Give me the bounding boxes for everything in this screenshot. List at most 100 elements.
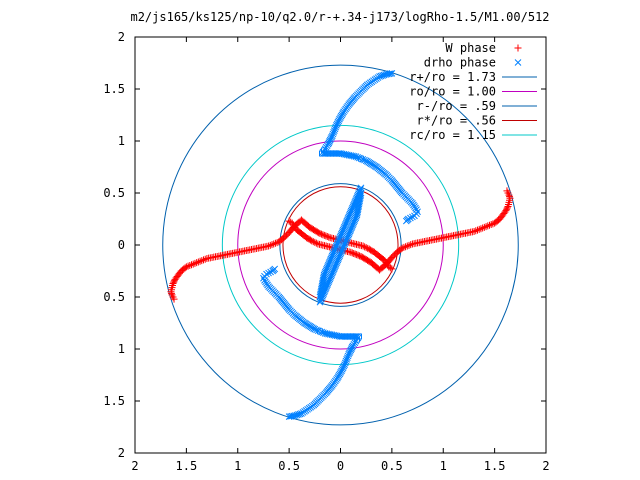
chart-title: m2/js165/ks125/np-10/q2.0/r-+.34-j173/lo… xyxy=(130,10,549,24)
y-tick-label: 2 xyxy=(118,446,125,460)
data-point xyxy=(265,269,272,277)
data-point-trail xyxy=(348,249,356,257)
data-point xyxy=(167,288,175,296)
data-point-trail xyxy=(354,251,362,259)
data-point-trail xyxy=(343,354,351,362)
data-point-trail xyxy=(170,278,178,286)
data-point-trail xyxy=(196,257,204,265)
legend-label: r-/ro = .59 xyxy=(417,99,496,113)
data-point xyxy=(330,127,338,134)
data-point-trail xyxy=(506,193,514,201)
data-point xyxy=(263,270,270,278)
data-point-trail xyxy=(314,327,322,334)
data-point-trail xyxy=(309,238,317,246)
data-point xyxy=(407,214,414,222)
data-point-trail xyxy=(184,262,192,270)
data-point xyxy=(470,227,478,235)
phase-series xyxy=(167,70,514,420)
y-tick-label: 1.5 xyxy=(103,82,125,96)
data-point-trail xyxy=(319,231,327,239)
data-point-trail xyxy=(325,233,333,241)
data-point xyxy=(343,356,351,363)
y-tick-label: 1.5 xyxy=(103,394,125,408)
data-point-trail xyxy=(332,123,340,131)
data-point xyxy=(203,255,211,263)
data-point-trail xyxy=(400,243,408,251)
data-point xyxy=(341,361,348,368)
data-point-trail xyxy=(484,222,492,230)
circle-4 xyxy=(221,124,460,366)
data-point xyxy=(352,153,360,160)
x-tick-label: 1.5 xyxy=(176,459,198,473)
data-point-trail xyxy=(311,238,319,246)
data-point xyxy=(270,240,278,248)
legend-label: r*/ro = .56 xyxy=(417,114,496,128)
data-point-trail xyxy=(477,225,485,233)
data-point-trail xyxy=(186,261,194,269)
data-point-trail xyxy=(407,241,415,249)
data-point-trail xyxy=(472,227,480,235)
data-point xyxy=(333,122,340,129)
data-point-trail xyxy=(397,245,405,253)
data-point xyxy=(308,237,316,245)
data-point-trail xyxy=(479,224,487,232)
data-point-trail xyxy=(266,241,274,249)
data-point-trail xyxy=(268,241,276,249)
data-point-trail xyxy=(200,256,207,264)
y-tick-label: 0 xyxy=(118,238,125,252)
data-point xyxy=(480,223,488,231)
y-tick-label: 0.5 xyxy=(103,290,125,304)
data-point xyxy=(409,213,416,221)
legend-label: drho phase xyxy=(424,56,496,70)
data-point-trail xyxy=(331,125,339,133)
x-tick-label: 1 xyxy=(234,459,241,473)
data-point-trail xyxy=(333,120,341,128)
data-point-trail xyxy=(503,204,511,212)
x-tick-label: 1 xyxy=(440,459,447,473)
y-tick-label: 0.5 xyxy=(103,186,125,200)
data-point-trail xyxy=(350,249,358,257)
data-point-trail xyxy=(353,251,361,259)
data-point xyxy=(485,221,493,229)
legend-label: rc/ro = 1.15 xyxy=(409,128,496,142)
legend-label: ro/ro = 1.00 xyxy=(409,85,496,99)
data-point-trail xyxy=(405,241,413,249)
data-point xyxy=(260,274,267,282)
data-point-trail xyxy=(342,357,350,365)
legend-label: W phase xyxy=(445,41,496,55)
data-point-trail xyxy=(482,223,490,231)
data-point xyxy=(326,234,334,242)
data-point xyxy=(403,242,411,250)
data-point-trail xyxy=(322,232,330,240)
x-tick-label: 2 xyxy=(131,459,138,473)
data-point xyxy=(398,244,406,252)
circle-3 xyxy=(282,186,399,304)
data-point xyxy=(267,268,274,276)
circle-1 xyxy=(237,140,444,350)
data-point-trail xyxy=(189,260,197,268)
legend-key-plus xyxy=(514,44,522,52)
data-point-trail xyxy=(487,221,495,229)
data-point-trail xyxy=(354,153,361,161)
data-point xyxy=(170,295,178,303)
data-point-trail xyxy=(271,239,279,247)
data-point-trail xyxy=(330,128,338,136)
data-point-trail xyxy=(320,231,328,239)
data-point-trail xyxy=(402,243,410,251)
data-point xyxy=(506,194,514,202)
data-point-trail xyxy=(489,220,497,228)
x-tick-label: 0 xyxy=(337,459,344,473)
data-point xyxy=(271,265,279,273)
legend-label: r+/ro = 1.73 xyxy=(409,70,496,84)
data-point xyxy=(193,259,201,267)
data-point-trail xyxy=(364,244,372,252)
data-point-trail xyxy=(194,258,202,266)
data-point xyxy=(411,212,418,220)
legend-key-cross xyxy=(514,59,522,66)
x-tick-label: 2 xyxy=(542,459,549,473)
data-point-trail xyxy=(312,239,320,247)
data-point-trail xyxy=(323,233,331,241)
data-point xyxy=(188,261,196,269)
data-point xyxy=(475,225,483,233)
x-tick-label: 1.5 xyxy=(484,459,506,473)
